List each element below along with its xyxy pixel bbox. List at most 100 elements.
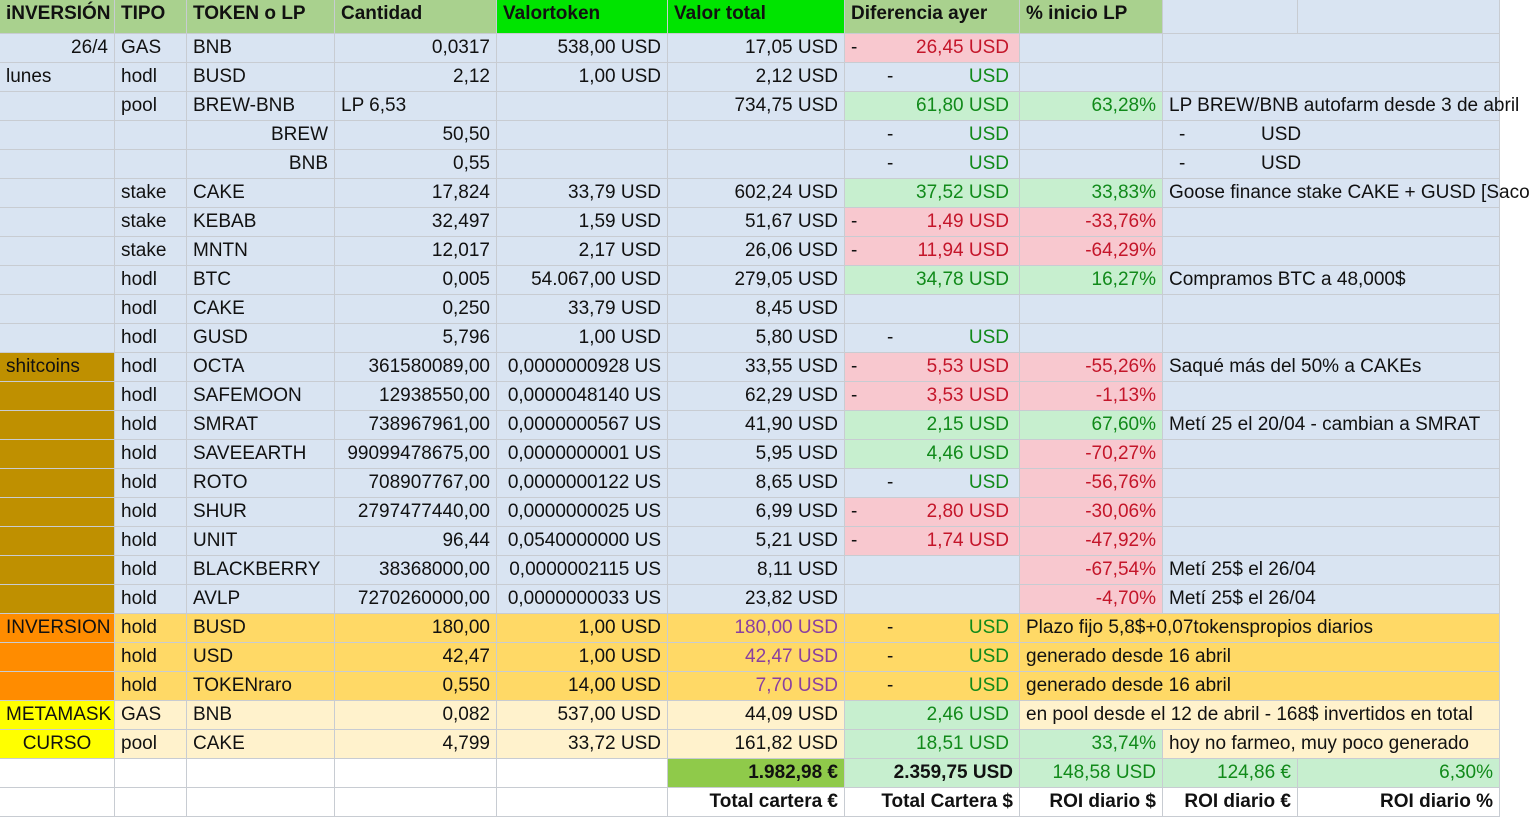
cell-valortoken[interactable]: 1,00 USD (497, 324, 668, 353)
total-eur[interactable]: 1.982,98 € (668, 759, 845, 788)
cell-token[interactable]: BREW (187, 121, 335, 150)
total-usd[interactable]: 2.359,75 USD (845, 759, 1020, 788)
cell-valortoken[interactable]: 537,00 USD (497, 701, 668, 730)
cell-token[interactable]: GUSD (187, 324, 335, 353)
cell-note-wide[interactable]: generado desde 16 abril (1020, 643, 1500, 672)
total-label-0[interactable]: Total cartera € (668, 788, 845, 817)
total-label-3[interactable]: ROI diario € (1163, 788, 1298, 817)
cell-cantidad[interactable]: 0,55 (335, 150, 497, 179)
totals-empty-cell[interactable] (0, 759, 115, 788)
cell-note[interactable] (1163, 63, 1500, 92)
cell-group-label[interactable] (0, 179, 115, 208)
cell-pct-inicio[interactable]: -64,29% (1020, 237, 1163, 266)
cell-valor-total[interactable]: 26,06 USD (668, 237, 845, 266)
cell-group-label[interactable] (0, 382, 115, 411)
cell-valor-total[interactable]: 5,21 USD (668, 527, 845, 556)
cell-valortoken[interactable]: 1,00 USD (497, 643, 668, 672)
cell-valor-total[interactable]: 734,75 USD (668, 92, 845, 121)
cell-note[interactable] (1163, 469, 1500, 498)
cell-group-label[interactable] (0, 440, 115, 469)
cell-tipo[interactable]: GAS (115, 34, 187, 63)
cell-diferencia-ayer[interactable]: - USD (845, 150, 1020, 179)
cell-cantidad[interactable]: 5,796 (335, 324, 497, 353)
cell-cantidad[interactable]: 12,017 (335, 237, 497, 266)
cell-note[interactable] (1163, 527, 1500, 556)
cell-valortoken[interactable]: 14,00 USD (497, 672, 668, 701)
cell-tipo[interactable]: hodl (115, 382, 187, 411)
cell-note[interactable] (1163, 498, 1500, 527)
header-cell-3[interactable]: Cantidad (335, 0, 497, 34)
cell-group-label[interactable]: INVERSION (0, 614, 115, 643)
cell-cantidad[interactable]: 38368000,00 (335, 556, 497, 585)
cell-pct-inicio[interactable]: -33,76% (1020, 208, 1163, 237)
cell-cantidad[interactable]: 0,250 (335, 295, 497, 324)
cell-group-label[interactable]: shitcoins (0, 353, 115, 382)
cell-token[interactable]: CAKE (187, 295, 335, 324)
cell-valortoken[interactable]: 33,79 USD (497, 179, 668, 208)
cell-diferencia-ayer[interactable] (845, 556, 1020, 585)
cell-pct-inicio[interactable]: -67,54% (1020, 556, 1163, 585)
cell-cantidad[interactable]: 17,824 (335, 179, 497, 208)
cell-valortoken[interactable]: 0,0000000122 US (497, 469, 668, 498)
cell-valortoken[interactable]: 538,00 USD (497, 34, 668, 63)
cell-pct-inicio[interactable]: 33,74% (1020, 730, 1163, 759)
cell-valortoken[interactable]: 0,0000002115 US (497, 556, 668, 585)
cell-cantidad[interactable]: 2,12 (335, 63, 497, 92)
cell-token[interactable]: USD (187, 643, 335, 672)
cell-tipo[interactable]: hold (115, 556, 187, 585)
header-cell-5[interactable]: Valor total (668, 0, 845, 34)
cell-diferencia-ayer[interactable]: 37,52 USD (845, 179, 1020, 208)
cell-cantidad[interactable]: 0,0317 (335, 34, 497, 63)
cell-pct-inicio[interactable]: -4,70% (1020, 585, 1163, 614)
cell-valortoken[interactable]: 0,0000000928 US (497, 353, 668, 382)
cell-valor-total[interactable]: 7,70 USD (668, 672, 845, 701)
cell-group-label[interactable]: CURSO (0, 730, 115, 759)
cell-group-label[interactable] (0, 643, 115, 672)
cell-pct-inicio[interactable]: 67,60% (1020, 411, 1163, 440)
cell-valortoken[interactable]: 54.067,00 USD (497, 266, 668, 295)
cell-diferencia-ayer[interactable] (845, 295, 1020, 324)
cell-pct-inicio[interactable]: -55,26% (1020, 353, 1163, 382)
cell-tipo[interactable]: hodl (115, 63, 187, 92)
cell-diferencia-ayer[interactable]: - 26,45 USD (845, 34, 1020, 63)
cell-note-wide[interactable]: en pool desde el 12 de abril - 168$ inve… (1020, 701, 1500, 730)
cell-note[interactable]: Metí 25$ el 26/04 (1163, 585, 1500, 614)
cell-token[interactable]: BNB (187, 701, 335, 730)
roi-pct[interactable]: 6,30% (1298, 759, 1500, 788)
cell-group-label[interactable] (0, 672, 115, 701)
cell-pct-inicio[interactable]: -30,06% (1020, 498, 1163, 527)
labels-empty-cell[interactable] (187, 788, 335, 817)
cell-group-label[interactable] (0, 498, 115, 527)
cell-token[interactable]: KEBAB (187, 208, 335, 237)
cell-tipo[interactable]: hold (115, 440, 187, 469)
header-cell-2[interactable]: TOKEN o LP (187, 0, 335, 34)
cell-tipo[interactable]: hold (115, 411, 187, 440)
cell-pct-inicio[interactable] (1020, 63, 1163, 92)
cell-cantidad[interactable]: 180,00 (335, 614, 497, 643)
cell-pct-inicio[interactable]: 16,27% (1020, 266, 1163, 295)
labels-empty-cell[interactable] (335, 788, 497, 817)
cell-cantidad[interactable]: 99099478675,00 (335, 440, 497, 469)
cell-token[interactable]: UNIT (187, 527, 335, 556)
cell-note[interactable]: Goose finance stake CAKE + GUSD [Saco (1163, 179, 1530, 208)
cell-diferencia-ayer[interactable]: 34,78 USD (845, 266, 1020, 295)
cell-diferencia-ayer[interactable]: - 2,80 USD (845, 498, 1020, 527)
cell-token[interactable]: ROTO (187, 469, 335, 498)
cell-valor-total[interactable]: 62,29 USD (668, 382, 845, 411)
cell-cantidad[interactable]: 42,47 (335, 643, 497, 672)
cell-pct-inicio[interactable] (1020, 295, 1163, 324)
cell-valortoken[interactable]: 0,0000000567 US (497, 411, 668, 440)
cell-valor-total[interactable] (668, 150, 845, 179)
cell-note-wide[interactable]: generado desde 16 abril (1020, 672, 1500, 701)
cell-token[interactable]: BNB (187, 34, 335, 63)
cell-valortoken[interactable]: 33,72 USD (497, 730, 668, 759)
cell-tipo[interactable]: hodl (115, 295, 187, 324)
cell-cantidad[interactable]: 50,50 (335, 121, 497, 150)
totals-empty-cell[interactable] (115, 759, 187, 788)
cell-token[interactable]: BNB (187, 150, 335, 179)
cell-valor-total[interactable]: 602,24 USD (668, 179, 845, 208)
cell-note[interactable] (1163, 34, 1500, 63)
cell-group-label[interactable]: lunes (0, 63, 115, 92)
cell-pct-inicio[interactable]: -47,92% (1020, 527, 1163, 556)
cell-note[interactable]: Compramos BTC a 48,000$ (1163, 266, 1500, 295)
